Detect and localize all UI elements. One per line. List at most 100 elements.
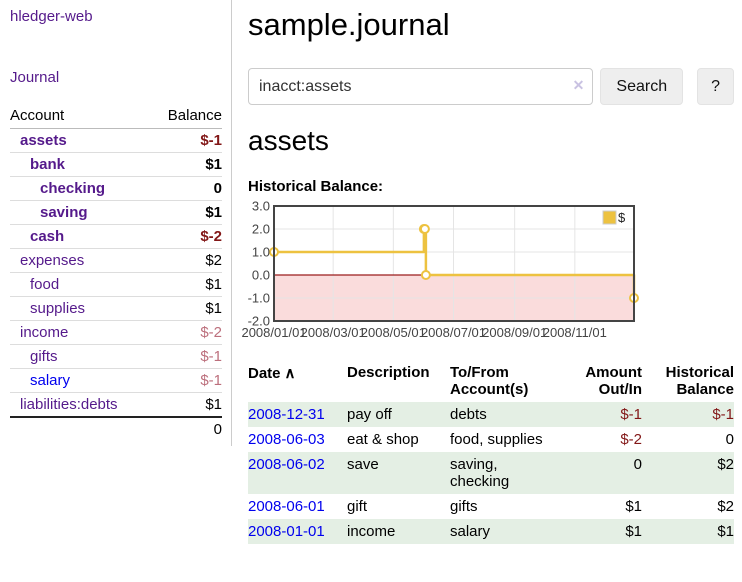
transaction-date-link[interactable]: 2008-12-31 — [248, 406, 325, 424]
register-header-accounts: To/From Account(s) — [450, 364, 529, 399]
x-axis-tick-label: 2008/01/01 — [241, 325, 306, 340]
sidebar-account-link[interactable]: checking — [40, 180, 106, 197]
account-balance: $-1 — [150, 368, 222, 393]
sidebar-account-link[interactable]: food — [30, 276, 60, 293]
search-form: ✕ Search ? — [248, 68, 734, 106]
transaction-date-link[interactable]: 2008-01-01 — [248, 523, 325, 541]
sidebar-account-link[interactable]: bank — [30, 156, 66, 173]
transaction-date-link[interactable]: 2008-06-02 — [248, 456, 325, 474]
register-header-row: Date ∧ Description To/From Account(s) Amo… — [248, 360, 734, 402]
account-balance: $1 — [150, 392, 222, 417]
account-balance: $1 — [150, 296, 222, 321]
account-name-cell: liabilities:debts — [10, 392, 151, 417]
historical-balance-chart[interactable]: $3.0 2.0 1.0 0.0 -1.0 -2.02008/01/012008/03/0… — [241, 199, 734, 343]
y-axis-tick-label: -2.0 — [248, 314, 270, 329]
help-button[interactable]: ? — [697, 68, 734, 106]
transaction-balance: $2 — [717, 456, 734, 474]
y-axis-tick-label: 3.0 — [252, 199, 270, 214]
transaction-accounts: gifts — [450, 498, 478, 516]
transaction-date-cell: 2008-06-01 — [248, 494, 347, 519]
sidebar-account-link[interactable]: supplies — [30, 300, 86, 317]
account-balance: $-2 — [150, 320, 222, 345]
transaction-balance: $2 — [717, 498, 734, 516]
transaction-description: gift — [347, 498, 368, 516]
y-axis-tick-label: -1.0 — [248, 291, 270, 306]
x-axis-tick-label: 2008/11/01 — [543, 325, 607, 340]
account-row: income $-2 — [10, 320, 222, 345]
y-axis-tick-label: 2.0 — [252, 222, 270, 237]
register-header-date[interactable]: Date ∧ — [248, 360, 347, 402]
x-axis-tick-label: 2008/07/01 — [421, 325, 486, 340]
account-row: bank $1 — [10, 152, 222, 177]
sidebar-account-link[interactable]: expenses — [20, 252, 85, 269]
register-row: 2008-06-02 save saving, checking 0 $2 — [248, 452, 734, 495]
transaction-date-cell: 2008-12-31 — [248, 402, 347, 427]
account-row: food $1 — [10, 272, 222, 297]
transaction-description: eat & shop — [347, 431, 419, 449]
account-name-cell: bank — [10, 152, 151, 177]
register-row: 2008-12-31 pay off debts $-1 $-1 — [248, 402, 734, 428]
brand-link[interactable]: hledger-web — [10, 8, 93, 25]
transaction-accounts: saving, checking — [450, 456, 510, 491]
sidebar-item-journal[interactable]: Journal — [10, 69, 60, 86]
page-title: sample.journal — [248, 7, 450, 42]
sidebar-account-link[interactable]: assets — [20, 132, 67, 149]
brand: hledger-web — [10, 8, 222, 25]
account-heading: assets — [248, 125, 329, 157]
sort-asc-icon: ∧ — [284, 365, 296, 383]
sidebar-account-link[interactable]: salary — [30, 372, 71, 389]
account-balance: $1 — [150, 272, 222, 297]
account-row: checking 0 — [10, 176, 222, 201]
sidebar: hledger-web Journal Account Balance asse… — [0, 0, 232, 446]
sidebar-account-link[interactable]: gifts — [30, 348, 58, 365]
chart-title: Historical Balance: — [248, 178, 384, 196]
register-header-amount: Amount Out/In — [585, 364, 642, 399]
x-axis-tick-label: 2008/09/01 — [482, 325, 547, 340]
account-balance: 0 — [150, 176, 222, 201]
account-row: gifts $-1 — [10, 344, 222, 369]
transaction-date-cell: 2008-06-03 — [248, 427, 347, 452]
account-name-cell: supplies — [10, 296, 151, 321]
transaction-accounts: food, supplies — [450, 431, 543, 449]
main-content: sample.journal ✕ Search ? assets Histori… — [232, 0, 742, 545]
register-row: 2008-01-01 income salary $1 $1 — [248, 519, 734, 545]
account-name-cell: income — [10, 320, 151, 345]
account-balance: $1 — [150, 200, 222, 225]
register-row: 2008-06-03 eat & shop food, supplies $-2 0 — [248, 427, 734, 452]
sidebar-account-link[interactable]: income — [20, 324, 69, 341]
transaction-date-link[interactable]: 2008-06-01 — [248, 498, 325, 516]
account-name-cell: salary — [10, 368, 151, 393]
account-row: assets $-1 — [10, 129, 222, 153]
clear-search-icon[interactable]: ✕ — [572, 77, 585, 94]
transaction-accounts: debts — [450, 406, 487, 424]
y-axis-tick-label: 0.0 — [252, 268, 270, 283]
transaction-description: save — [347, 456, 379, 474]
account-balance: $2 — [150, 248, 222, 273]
data-point-marker — [419, 224, 430, 235]
sidebar-nav: Journal — [10, 69, 222, 86]
search-input[interactable] — [248, 68, 594, 106]
account-balance: $1 — [150, 152, 222, 177]
account-name-cell: checking — [10, 176, 151, 201]
legend-swatch — [602, 210, 617, 225]
accounts-header-balance: Balance — [150, 103, 222, 129]
accounts-header-account: Account — [10, 103, 151, 129]
x-axis-tick-label: 2008/05/01 — [361, 325, 426, 340]
searchbox: ✕ — [248, 68, 594, 106]
transaction-amount: $1 — [625, 498, 642, 516]
sidebar-account-link[interactable]: cash — [30, 228, 65, 245]
search-button[interactable]: Search — [600, 68, 684, 106]
transaction-date-link[interactable]: 2008-06-03 — [248, 431, 325, 449]
account-name-cell: assets — [10, 129, 151, 153]
transaction-amount: $1 — [625, 523, 642, 541]
accounts-table: Account Balance assets $-1 bank $1 checking 0… — [10, 103, 222, 441]
account-row: cash $-2 — [10, 224, 222, 249]
account-row: supplies $1 — [10, 296, 222, 321]
register-header-balance: Historical Balance — [665, 364, 734, 399]
sidebar-account-link[interactable]: liabilities:debts — [20, 396, 118, 413]
app-root: hledger-web Journal Account Balance asse… — [0, 0, 742, 545]
transaction-accounts: salary — [450, 523, 491, 541]
sidebar-account-link[interactable]: saving — [40, 204, 88, 221]
accounts-header-row: Account Balance — [10, 103, 222, 129]
transaction-balance: $1 — [717, 523, 734, 541]
